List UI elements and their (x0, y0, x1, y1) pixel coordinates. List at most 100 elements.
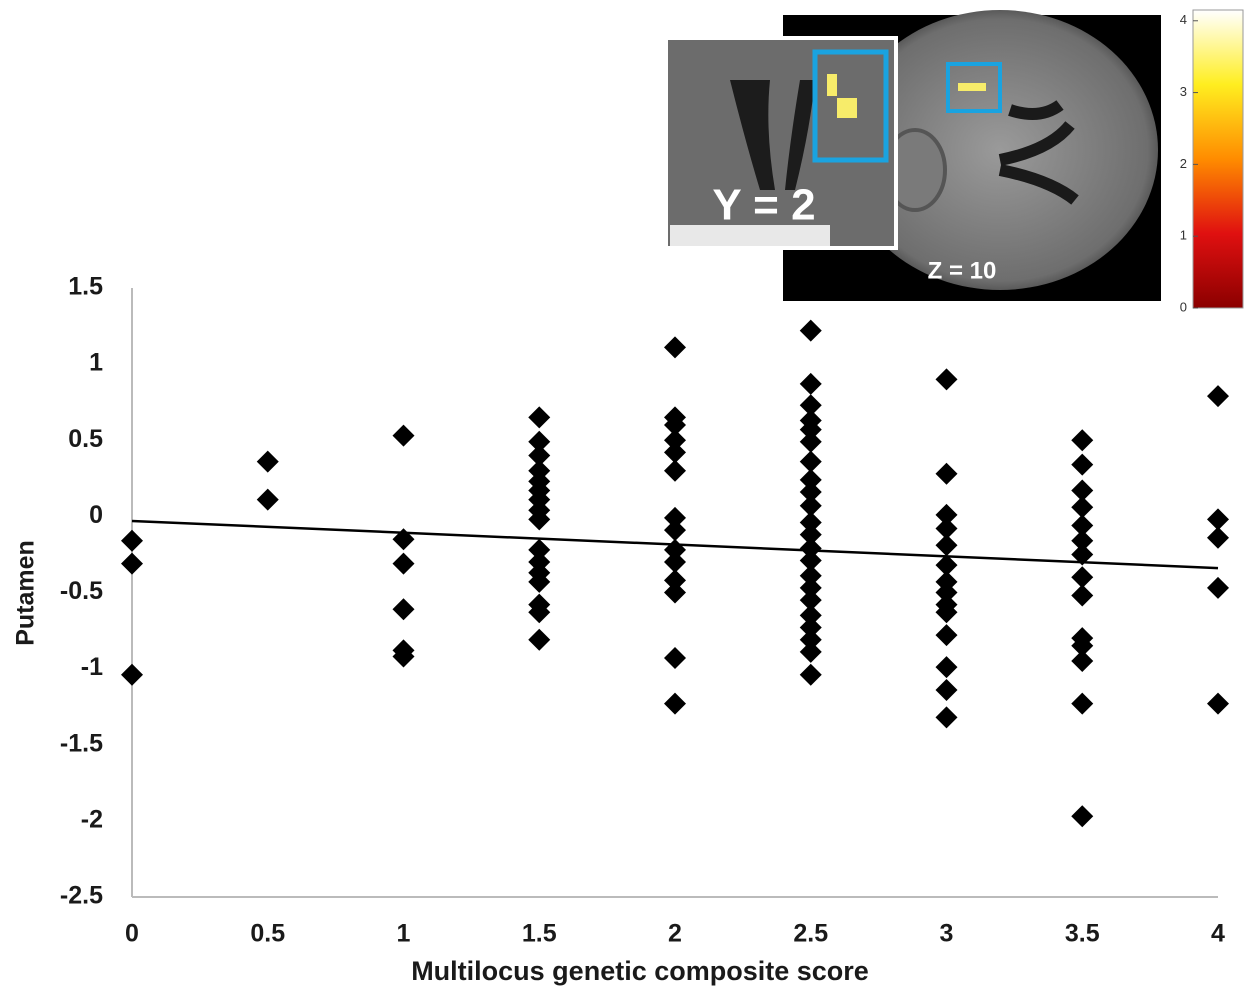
point (799, 494, 822, 517)
point (799, 418, 822, 441)
y-tick-label: 0.5 (68, 425, 103, 453)
point (528, 570, 551, 593)
point (1207, 385, 1229, 408)
point (799, 511, 822, 534)
axial-image: Z = 10 (783, 10, 1161, 301)
point (799, 663, 822, 686)
point (935, 601, 958, 624)
point (935, 534, 958, 557)
point (664, 414, 686, 437)
point (664, 581, 686, 604)
point (1207, 692, 1229, 715)
point (121, 663, 143, 686)
point (799, 523, 822, 546)
point (1071, 496, 1094, 519)
point (935, 624, 958, 647)
y-tick-label: -1 (81, 653, 103, 681)
point (1071, 692, 1094, 715)
point (121, 552, 143, 575)
point (664, 646, 686, 669)
point (799, 468, 822, 491)
point (664, 429, 686, 452)
point (799, 628, 822, 651)
x-tick-label: 1.5 (522, 920, 557, 948)
point (935, 706, 958, 729)
colorbar-tick-label: 1 (1180, 228, 1187, 243)
point (528, 430, 551, 453)
point (664, 336, 686, 359)
point (799, 372, 822, 395)
point (1071, 529, 1094, 552)
point (935, 656, 958, 679)
coronal-image: Y = 2 (664, 36, 898, 250)
point (799, 640, 822, 663)
point (935, 581, 958, 604)
point (935, 503, 958, 526)
point (1071, 566, 1094, 589)
x-axis-title: Multilocus genetic composite score (411, 956, 869, 986)
point (799, 481, 822, 504)
point (799, 549, 822, 572)
point (935, 517, 958, 540)
point (935, 554, 958, 577)
y-tick-label: -2.5 (60, 882, 103, 910)
colorbar-tick-label: 2 (1180, 156, 1187, 171)
point (799, 589, 822, 612)
point (664, 506, 686, 529)
point (528, 628, 551, 651)
point (664, 519, 686, 542)
point (528, 538, 551, 561)
point (935, 368, 958, 391)
point (1207, 526, 1229, 549)
point (1071, 634, 1094, 657)
point (392, 424, 415, 447)
point (392, 552, 415, 575)
point (1207, 508, 1229, 531)
point (664, 692, 686, 715)
point (1071, 453, 1094, 476)
x-tick-label: 3 (940, 920, 954, 948)
x-tick-label: 2.5 (793, 920, 828, 948)
point (935, 462, 958, 485)
y-tick-label: 1.5 (68, 273, 103, 301)
point (392, 645, 415, 668)
point (664, 551, 686, 574)
point (121, 529, 143, 552)
x-tick-label: 3.5 (1065, 920, 1100, 948)
y-tick-label: 1 (89, 349, 103, 377)
point (799, 564, 822, 587)
colorbar (1192, 9, 1244, 309)
point (799, 394, 822, 417)
point (1207, 576, 1229, 599)
point (799, 319, 822, 342)
y-axis-title: Putamen (12, 540, 40, 646)
point (799, 450, 822, 473)
point (799, 430, 822, 453)
point (1071, 584, 1094, 607)
inset-label: Y = 2 (712, 181, 815, 230)
point (799, 604, 822, 627)
point (799, 616, 822, 639)
x-tick-label: 1 (397, 920, 411, 948)
x-tick-label: 2 (668, 920, 682, 948)
point (1071, 429, 1094, 452)
x-tick-label: 0.5 (250, 920, 285, 948)
point (528, 406, 551, 429)
point (256, 488, 279, 511)
point (528, 508, 551, 531)
y-tick-label: -0.5 (60, 577, 103, 605)
x-tick-label: 0 (125, 920, 139, 948)
point (799, 576, 822, 599)
point (664, 441, 686, 464)
trend-line (131, 519, 1219, 570)
point (1071, 650, 1094, 673)
colorbar-tick-label: 0 (1180, 299, 1187, 314)
point (392, 598, 415, 621)
point (799, 537, 822, 560)
point (256, 450, 279, 473)
colorbar-tick-label: 3 (1180, 84, 1187, 99)
inset-label: Z = 10 (928, 257, 997, 284)
point (1071, 514, 1094, 537)
y-tick-label: -2 (81, 805, 103, 833)
